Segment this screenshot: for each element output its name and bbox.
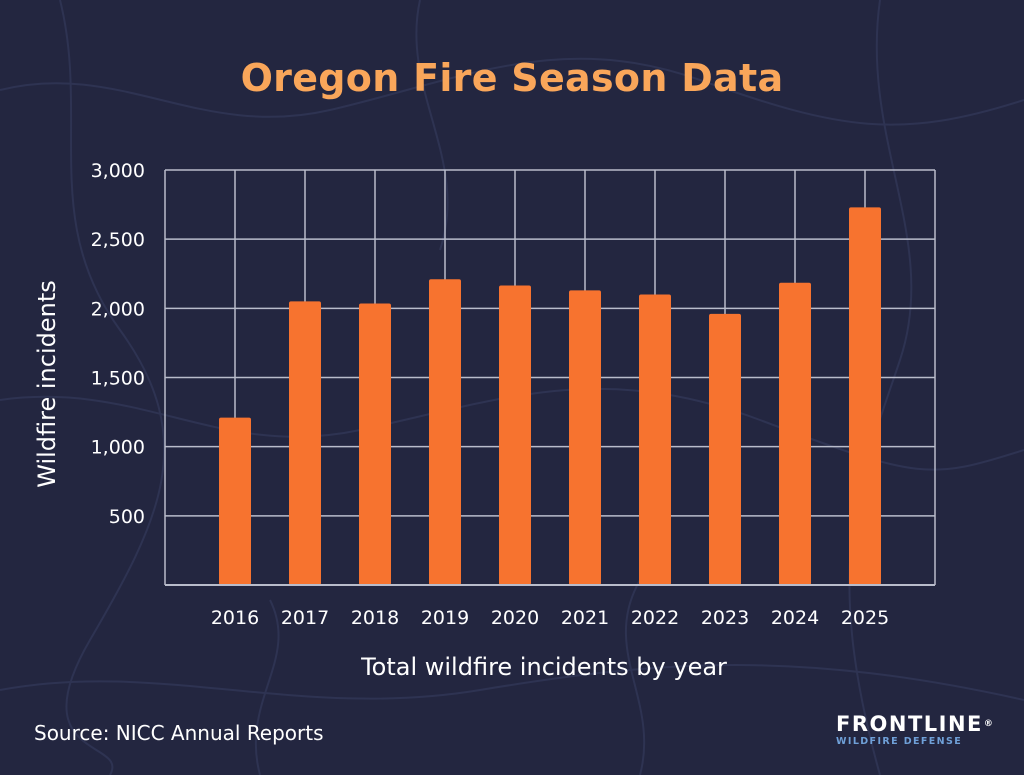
y-axis-label: Wildfire incidents xyxy=(33,280,61,488)
bar-2025 xyxy=(849,207,881,585)
frontline-logo: FRONTLINE® WILDFIRE DEFENSE xyxy=(836,712,996,748)
bar-2016 xyxy=(219,417,251,585)
x-tick-label: 2023 xyxy=(701,607,749,629)
y-tick-label: 3,000 xyxy=(91,160,145,182)
x-tick-label: 2019 xyxy=(421,607,469,629)
y-tick-label: 1,000 xyxy=(91,437,145,459)
logo-wordmark: FRONTLINE xyxy=(836,712,983,736)
x-tick-label: 2020 xyxy=(491,607,539,629)
x-tick-label: 2018 xyxy=(351,607,399,629)
x-tick-label: 2022 xyxy=(631,607,679,629)
x-axis-label: Total wildfire incidents by year xyxy=(360,653,727,681)
x-tick-label: 2021 xyxy=(561,607,609,629)
y-tick-label: 2,000 xyxy=(91,298,145,320)
chart-title: Oregon Fire Season Data xyxy=(240,56,784,100)
axes xyxy=(164,170,936,586)
bar-2018 xyxy=(359,303,391,585)
bars xyxy=(219,207,881,585)
tick-labels: 500 1,000 1,500 2,000 2,500 3,000 2016 2017 2018… xyxy=(91,160,890,629)
y-tick-label: 2,500 xyxy=(91,229,145,251)
bar-2020 xyxy=(499,285,531,585)
x-tick-label: 2025 xyxy=(841,607,889,629)
source-note: Source: NICC Annual Reports xyxy=(34,721,324,745)
x-tick-label: 2017 xyxy=(281,607,329,629)
y-tick-label: 1,500 xyxy=(91,368,145,390)
bar-2017 xyxy=(289,301,321,585)
logo-tagline: WILDFIRE DEFENSE xyxy=(836,736,963,747)
bar-2021 xyxy=(569,290,601,585)
bar-2023 xyxy=(709,313,741,585)
grid xyxy=(165,169,935,585)
bar-2024 xyxy=(779,282,811,585)
bar-2022 xyxy=(639,294,671,585)
x-tick-label: 2024 xyxy=(771,607,819,629)
registered-mark: ® xyxy=(983,719,995,729)
bar-2019 xyxy=(429,279,461,585)
y-tick-label: 500 xyxy=(109,506,145,528)
x-tick-label: 2016 xyxy=(211,607,259,629)
